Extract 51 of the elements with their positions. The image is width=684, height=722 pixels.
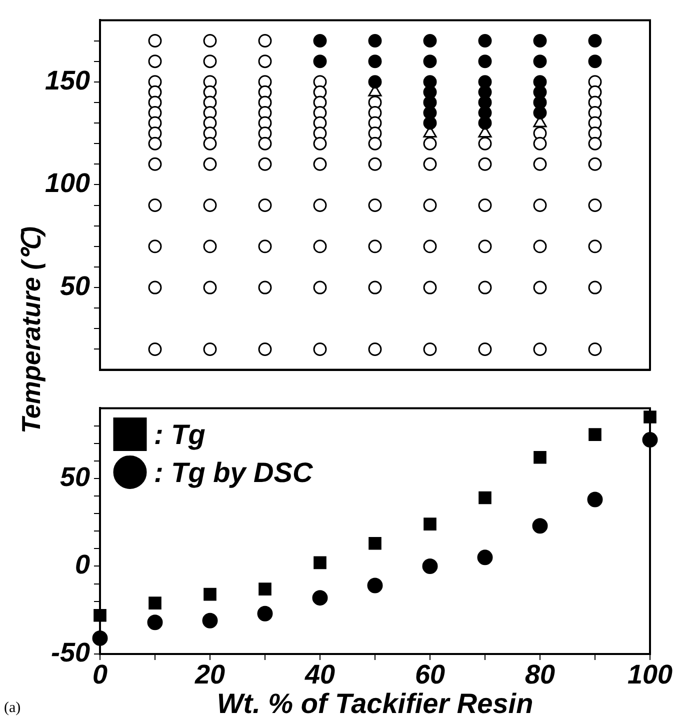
point [478, 491, 492, 504]
point [533, 54, 547, 68]
point [478, 116, 492, 130]
x-tick-label: 80 [524, 660, 556, 690]
point [258, 582, 272, 596]
point [368, 75, 382, 89]
point [202, 612, 218, 628]
point [422, 558, 438, 574]
point [588, 34, 602, 48]
x-tick-label: 60 [414, 660, 446, 690]
point [204, 588, 216, 601]
point [532, 518, 548, 534]
point [533, 34, 547, 48]
x-tick-label: 40 [304, 660, 336, 690]
point [368, 536, 382, 550]
y-tick-label: 50 [60, 270, 90, 301]
point [148, 596, 162, 610]
y-tick-label: 0 [74, 550, 90, 580]
point [477, 550, 493, 566]
point [424, 518, 436, 530]
point [478, 34, 492, 48]
x-tick-label: 100 [627, 660, 673, 690]
point [312, 590, 328, 606]
point [533, 106, 547, 120]
point [257, 606, 273, 622]
y-tick-label: 150 [44, 65, 90, 96]
point [94, 608, 106, 622]
legend-label: : Tg by DSC [154, 456, 314, 488]
point [587, 492, 603, 508]
point [367, 578, 383, 594]
x-axis-title: Wt. % of Tackifier Resin [216, 688, 534, 719]
point [588, 428, 602, 441]
point [368, 34, 382, 48]
point [478, 54, 492, 68]
y-axis-title: Temperature (℃) [15, 226, 47, 434]
point [314, 556, 326, 570]
point [313, 34, 327, 48]
point [588, 54, 602, 68]
point [534, 450, 546, 464]
legend-label: : Tg [154, 418, 206, 450]
point [423, 34, 437, 48]
text: (a) [4, 700, 21, 717]
point [368, 54, 382, 68]
y-tick-label: 100 [44, 168, 90, 198]
point [313, 54, 327, 68]
point [147, 614, 163, 630]
x-tick-label: 20 [194, 660, 226, 690]
point [423, 54, 437, 68]
y-tick-label: -50 [50, 637, 90, 668]
y-tick-label: 50 [60, 462, 90, 492]
point [423, 116, 437, 130]
